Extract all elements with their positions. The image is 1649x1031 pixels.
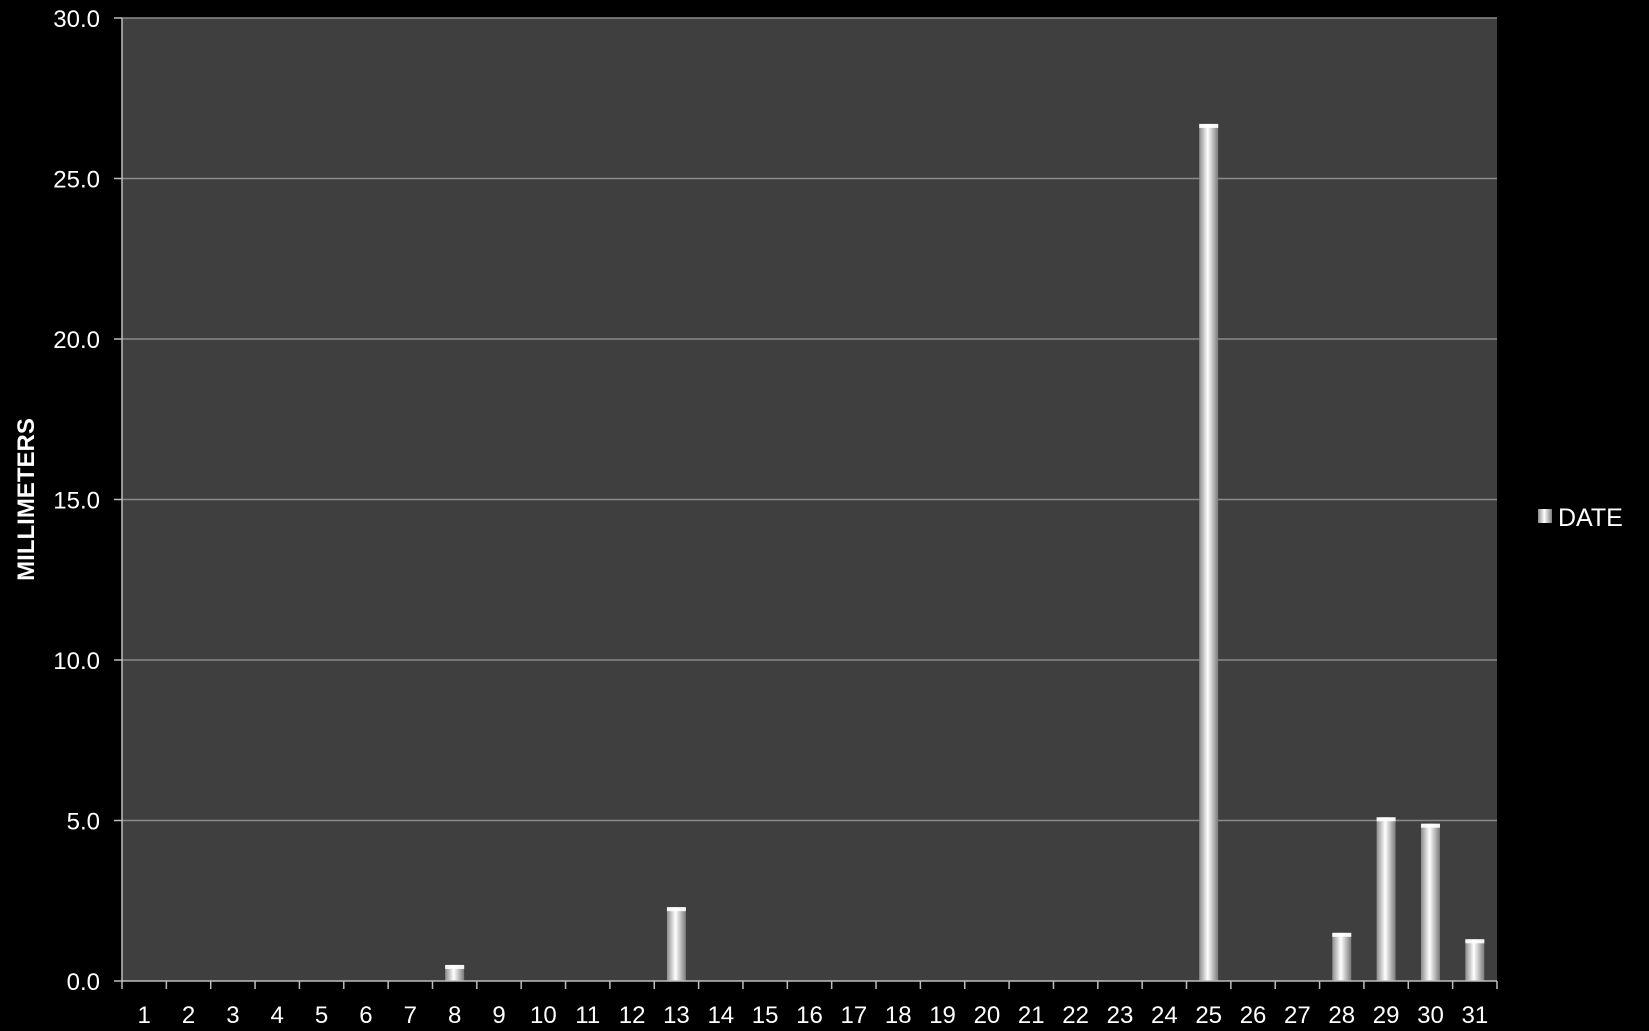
y-tick-label: 15.0 <box>53 488 100 515</box>
x-tick-label: 11 <box>575 1002 600 1029</box>
bar <box>1376 817 1396 981</box>
x-tick-label: 26 <box>1240 1002 1267 1029</box>
x-tick-label: 7 <box>404 1002 417 1029</box>
y-axis-ticks: 0.0 5.0 10.0 15.0 20.0 25.0 30.0 <box>53 6 122 996</box>
x-tick-label: 19 <box>929 1002 956 1029</box>
bars <box>445 123 1485 982</box>
bar-top <box>1332 932 1352 937</box>
x-tick-label: 3 <box>226 1002 239 1029</box>
bar-top <box>1465 939 1485 944</box>
x-tick-label: 2 <box>182 1002 195 1029</box>
x-tick-label: 21 <box>1018 1002 1045 1029</box>
x-tick-label: 18 <box>885 1002 912 1029</box>
bar <box>1332 932 1352 981</box>
y-axis-title: MILLIMETERS <box>13 418 40 581</box>
y-tick-label: 10.0 <box>53 648 100 675</box>
x-tick-label: 12 <box>619 1002 646 1029</box>
x-tick-label: 29 <box>1373 1002 1400 1029</box>
bar-top <box>666 907 686 912</box>
x-tick-label: 22 <box>1062 1002 1089 1029</box>
x-tick-label: 14 <box>707 1002 734 1029</box>
legend-swatch <box>1538 509 1552 523</box>
x-tick-label: 20 <box>974 1002 1001 1029</box>
bar <box>1199 123 1219 982</box>
x-tick-label: 15 <box>752 1002 779 1029</box>
y-tick-label: 5.0 <box>67 809 100 836</box>
x-tick-label: 28 <box>1328 1002 1355 1029</box>
x-tick-label: 5 <box>315 1002 328 1029</box>
x-tick-label: 17 <box>841 1002 868 1029</box>
gridlines <box>122 17 1497 822</box>
x-tick-label: 16 <box>796 1002 823 1029</box>
x-tick-label: 23 <box>1107 1002 1134 1029</box>
x-tick-label: 10 <box>530 1002 557 1029</box>
legend: DATE <box>1538 504 1623 532</box>
x-tick-label: 30 <box>1417 1002 1444 1029</box>
y-tick-label: 0.0 <box>67 969 100 996</box>
bar-top <box>1376 817 1396 822</box>
x-tick-label: 6 <box>359 1002 372 1029</box>
x-axis-ticks: 1 2 3 4 5 6 7 8 9 10 11 12 13 14 15 16 17 18 19 20 21 22 23 24 2… <box>121 981 1498 1029</box>
legend-label: DATE <box>1558 504 1623 532</box>
bar <box>1465 939 1485 981</box>
x-tick-label: 27 <box>1284 1002 1311 1029</box>
y-tick-label: 20.0 <box>53 327 100 354</box>
y-tick-label: 25.0 <box>53 167 100 194</box>
x-tick-label: 24 <box>1151 1002 1178 1029</box>
x-tick-label: 1 <box>137 1002 150 1029</box>
x-tick-label: 8 <box>448 1002 461 1029</box>
y-tick-label: 30.0 <box>53 6 100 33</box>
x-tick-label: 4 <box>271 1002 284 1029</box>
x-tick-label: 31 <box>1461 1002 1488 1029</box>
bar-top <box>1420 823 1440 828</box>
x-tick-label: 13 <box>663 1002 690 1029</box>
bar <box>445 964 465 981</box>
bar <box>1420 823 1440 981</box>
x-tick-label: 9 <box>492 1002 505 1029</box>
x-tick-label: 25 <box>1195 1002 1222 1029</box>
bar <box>666 907 686 981</box>
bar-top <box>1199 123 1219 128</box>
bar-top <box>445 964 465 969</box>
